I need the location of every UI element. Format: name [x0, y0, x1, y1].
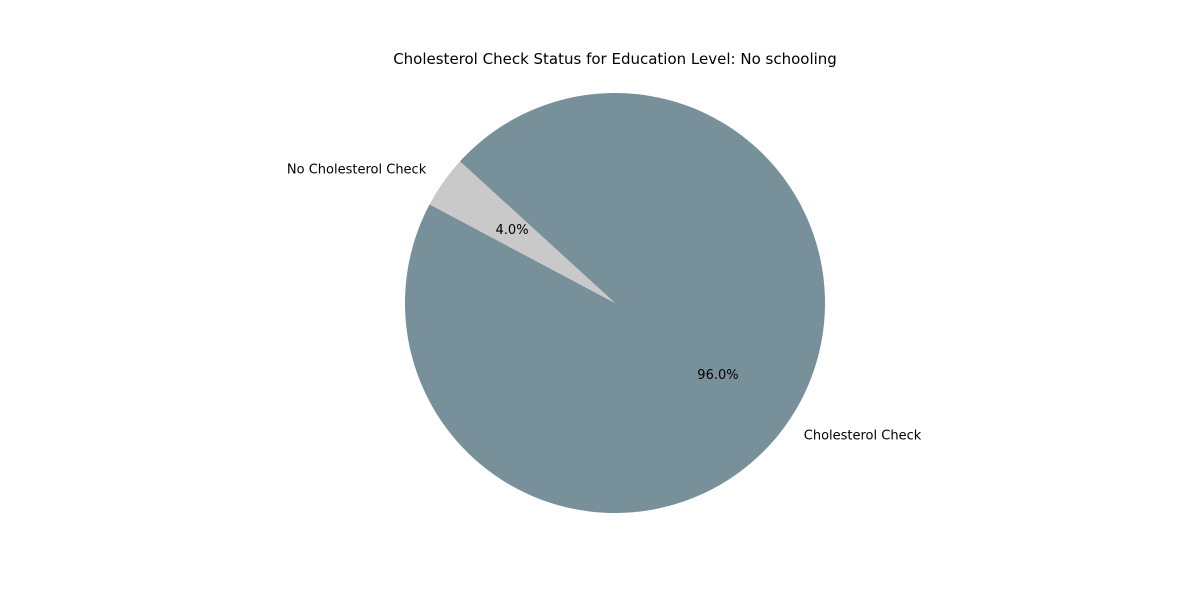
pie-slice-no-cholesterol-check: [429, 161, 615, 303]
pie-slice-cholesterol-check: [404, 93, 825, 514]
slice-percent-label: 96.0%: [697, 368, 738, 383]
chart-title: Cholesterol Check Status for Education L…: [393, 50, 837, 68]
slice-percent-label: 4.0%: [496, 223, 529, 238]
slice-label: No Cholesterol Check: [287, 162, 427, 177]
pie-labels: Cholesterol Check 96.0% No Cholesterol Che…: [287, 162, 922, 443]
pie-slices: [404, 93, 825, 514]
slice-label: Cholesterol Check: [804, 429, 922, 444]
